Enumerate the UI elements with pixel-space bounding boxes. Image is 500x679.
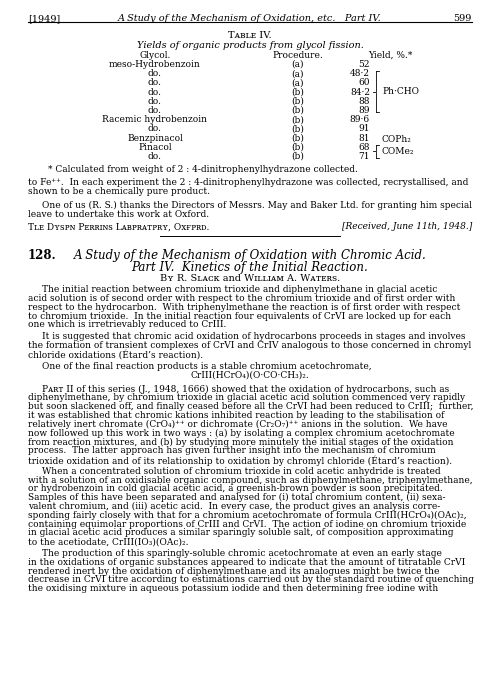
Text: When a concentrated solution of chromium trioxide in cold acetic anhydride is tr: When a concentrated solution of chromium… xyxy=(42,466,440,476)
Text: [Received, June 11th, 1948.]: [Received, June 11th, 1948.] xyxy=(342,222,472,232)
Text: (b): (b) xyxy=(292,143,304,152)
Text: do.: do. xyxy=(148,69,162,78)
Text: One of us (R. S.) thanks the Directors of Messrs. May and Baker Ltd. for grantin: One of us (R. S.) thanks the Directors o… xyxy=(42,201,472,210)
Text: The production of this sparingly-soluble chromic acetochromate at even an early : The production of this sparingly-soluble… xyxy=(42,549,442,558)
Text: from reaction mixtures, and (b) by studying more minutely the initial stages of : from reaction mixtures, and (b) by study… xyxy=(28,437,454,447)
Text: Pinacol: Pinacol xyxy=(138,143,172,152)
Text: one which is irretrievably reduced to CrIII.: one which is irretrievably reduced to Cr… xyxy=(28,320,226,329)
Text: 89·6: 89·6 xyxy=(350,115,370,124)
Text: Ph·CHO: Ph·CHO xyxy=(382,87,419,96)
Text: with a solution of an oxidisable organic compound, such as diphenylmethane, trip: with a solution of an oxidisable organic… xyxy=(28,475,472,485)
Text: Glycol.: Glycol. xyxy=(140,51,170,60)
Text: do.: do. xyxy=(148,152,162,161)
Text: to the acetiodate, CrIII(IO₃)(OAc)₂.: to the acetiodate, CrIII(IO₃)(OAc)₂. xyxy=(28,537,188,546)
Text: (b): (b) xyxy=(292,115,304,124)
Text: Tʟᴇ Dʏѕᴘɴ Pᴇʀʀɪɴѕ Lᴀʙᴘʀᴀᴛᴘʀʏ, Oхғᴘʀᴅ.: Tʟᴇ Dʏѕᴘɴ Pᴇʀʀɪɴѕ Lᴀʙᴘʀᴀᴛᴘʀʏ, Oхғᴘʀᴅ. xyxy=(28,222,210,232)
Text: (a): (a) xyxy=(292,69,304,78)
Text: COPh₂: COPh₂ xyxy=(382,134,412,143)
Text: to chromium trioxide.  In the initial reaction four equivalents of CrVI are lock: to chromium trioxide. In the initial rea… xyxy=(28,312,451,320)
Text: A Study of the Mechanism of Oxidation, etc.   Part IV.: A Study of the Mechanism of Oxidation, e… xyxy=(118,14,382,23)
Text: (a): (a) xyxy=(292,78,304,88)
Text: leave to undertake this work at Oxford.: leave to undertake this work at Oxford. xyxy=(28,210,209,219)
Text: acid solution is of second order with respect to the chromium trioxide and of fi: acid solution is of second order with re… xyxy=(28,294,456,303)
Text: do.: do. xyxy=(148,106,162,115)
Text: (b): (b) xyxy=(292,97,304,106)
Text: now followed up this work in two ways : (a) by isolating a complex chromium acet: now followed up this work in two ways : … xyxy=(28,428,454,438)
Text: trioxide oxidation and of its relationship to oxidation by chromyl chloride (Éta: trioxide oxidation and of its relationsh… xyxy=(28,455,452,466)
Text: (b): (b) xyxy=(292,124,304,133)
Text: Bʏ R. Sʟᴀᴄᴋ and Wɪʟʟɪᴀᴍ A. Wᴀᴛᴇʀѕ.: Bʏ R. Sʟᴀᴄᴋ and Wɪʟʟɪᴀᴍ A. Wᴀᴛᴇʀѕ. xyxy=(160,274,340,283)
Text: containing equimolar proportions of CrIII and CrVI.  The action of iodine on chr: containing equimolar proportions of CrII… xyxy=(28,519,466,528)
Text: Yield, %.*: Yield, %.* xyxy=(368,51,412,60)
Text: or hydrobenzoin in cold glacial acetic acid, a greenish-brown powder is soon pre: or hydrobenzoin in cold glacial acetic a… xyxy=(28,484,443,494)
Text: CrIII(HCrO₄)(O·CO·CH₃)₂.: CrIII(HCrO₄)(O·CO·CH₃)₂. xyxy=(190,371,310,380)
Text: 71: 71 xyxy=(358,152,370,161)
Text: sponding fairly closely with that for a chromium acetochromate of formula CrIII(: sponding fairly closely with that for a … xyxy=(28,511,466,520)
Text: Pᴀʀᴛ II of this series (J., 1948, 1666) showed that the oxidation of hydrocarbon: Pᴀʀᴛ II of this series (J., 1948, 1666) … xyxy=(42,384,449,394)
Text: It is suggested that chromic acid oxidation of hydrocarbons proceeds in stages a: It is suggested that chromic acid oxidat… xyxy=(42,332,466,342)
Text: (a): (a) xyxy=(292,60,304,69)
Text: 81: 81 xyxy=(358,134,370,143)
Text: 91: 91 xyxy=(358,124,370,133)
Text: but soon slackened off, and finally ceased before all the CrVI had been reduced : but soon slackened off, and finally ceas… xyxy=(28,402,473,411)
Text: 52: 52 xyxy=(358,60,370,69)
Text: Part IV.  Kinetics of the Initial Reaction.: Part IV. Kinetics of the Initial Reactio… xyxy=(132,261,368,274)
Text: A Study of the Mechanism of Oxidation with Chromic Acid.: A Study of the Mechanism of Oxidation wi… xyxy=(74,249,426,262)
Text: 60: 60 xyxy=(358,78,370,88)
Text: the oxidising mixture in aqueous potassium iodide and then determining free iodi: the oxidising mixture in aqueous potassi… xyxy=(28,584,438,593)
Text: to Fe⁺⁺.  In each experiment the 2 : 4-dinitrophenylhydrazone was collected, rec: to Fe⁺⁺. In each experiment the 2 : 4-di… xyxy=(28,178,468,187)
Text: * Calculated from weight of 2 : 4-dinitrophenylhydrazone collected.: * Calculated from weight of 2 : 4-dinitr… xyxy=(48,165,358,175)
Text: in the oxidations of organic substances appeared to indicate that the amount of : in the oxidations of organic substances … xyxy=(28,558,465,567)
Text: 88: 88 xyxy=(358,97,370,106)
Text: meso-Hydrobenzoin: meso-Hydrobenzoin xyxy=(109,60,201,69)
Text: relatively inert chromate (CrO₄)⁺⁺ or dichromate (Cr₂O₇)⁺⁺ anions in the solutio: relatively inert chromate (CrO₄)⁺⁺ or di… xyxy=(28,420,448,429)
Text: 128.: 128. xyxy=(28,249,56,262)
Text: [1949]: [1949] xyxy=(28,14,60,23)
Text: respect to the hydrocarbon.  With triphenylmethane the reaction is of first orde: respect to the hydrocarbon. With triphen… xyxy=(28,303,460,312)
Text: Benzpinacol: Benzpinacol xyxy=(127,134,183,143)
Text: do.: do. xyxy=(148,88,162,96)
Text: (b): (b) xyxy=(292,152,304,161)
Text: do.: do. xyxy=(148,97,162,106)
Text: do.: do. xyxy=(148,78,162,88)
Text: 84·2: 84·2 xyxy=(350,88,370,96)
Text: decrease in CrVI titre according to estimations carried out by the standard rout: decrease in CrVI titre according to esti… xyxy=(28,575,474,585)
Text: rendered inert by the oxidation of diphenylmethane and its analogues might be tw: rendered inert by the oxidation of diphe… xyxy=(28,566,440,576)
Text: 89: 89 xyxy=(358,106,370,115)
Text: chloride oxidations (Étard’s reaction).: chloride oxidations (Étard’s reaction). xyxy=(28,350,203,360)
Text: (b): (b) xyxy=(292,134,304,143)
Text: diphenylmethane, by chromium trioxide in glacial acetic acid solution commenced : diphenylmethane, by chromium trioxide in… xyxy=(28,393,465,403)
Text: it was established that chromic kations inhibited reaction by leading to the sta: it was established that chromic kations … xyxy=(28,411,444,420)
Text: do.: do. xyxy=(148,124,162,133)
Text: Procedure.: Procedure. xyxy=(272,51,324,60)
Text: 68: 68 xyxy=(358,143,370,152)
Text: 599: 599 xyxy=(454,14,472,23)
Text: One of the final reaction products is a stable chromium acetochromate,: One of the final reaction products is a … xyxy=(42,362,372,371)
Text: 48·2: 48·2 xyxy=(350,69,370,78)
Text: (b): (b) xyxy=(292,88,304,96)
Text: Tᴀʙʟᴇ IV.: Tᴀʙʟᴇ IV. xyxy=(228,31,272,40)
Text: shown to be a chemically pure product.: shown to be a chemically pure product. xyxy=(28,187,210,196)
Text: The initial reaction between chromium trioxide and diphenylmethane in glacial ac: The initial reaction between chromium tr… xyxy=(42,285,438,294)
Text: in glacial acetic acid produces a similar sparingly soluble salt, of composition: in glacial acetic acid produces a simila… xyxy=(28,528,454,537)
Text: Samples of this have been separated and analysed for (i) total chromium content,: Samples of this have been separated and … xyxy=(28,493,446,502)
Text: Yields of organic products from glycol fission.: Yields of organic products from glycol f… xyxy=(136,41,364,50)
Text: (b): (b) xyxy=(292,106,304,115)
Text: process.  The latter approach has given further insight into the mechanism of ch: process. The latter approach has given f… xyxy=(28,446,436,455)
Text: COMe₂: COMe₂ xyxy=(382,147,414,156)
Text: Racemic hydrobenzoin: Racemic hydrobenzoin xyxy=(102,115,208,124)
Text: valent chromium, and (iii) acetic acid.  In every case, the product gives an ana: valent chromium, and (iii) acetic acid. … xyxy=(28,502,440,511)
Text: the formation of transient complexes of CrVI and CrIV analogous to those concern: the formation of transient complexes of … xyxy=(28,341,471,350)
